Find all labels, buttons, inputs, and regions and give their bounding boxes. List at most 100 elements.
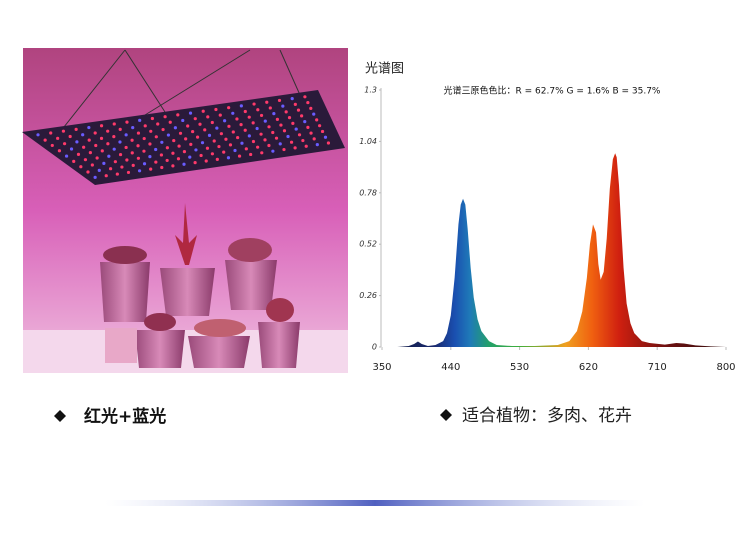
led [300,114,304,118]
led [278,142,282,146]
led [100,149,104,153]
led [304,144,308,148]
led [239,104,243,108]
led [81,133,85,137]
led [228,143,233,147]
x-tick-label: 530 [510,362,529,373]
led [172,138,176,143]
led [173,126,177,130]
led [83,158,88,162]
led [224,137,228,141]
chart-title: 光谱图 [365,62,404,77]
led [163,115,167,119]
led [282,129,287,133]
led [82,145,86,149]
led [293,102,297,106]
led [244,147,248,151]
led [207,133,212,138]
led [284,110,288,114]
led [271,130,275,135]
caption: 红光+蓝光 [84,406,166,427]
led [277,98,282,103]
led [43,138,47,142]
led [194,148,198,152]
led [138,118,142,122]
led [137,169,142,173]
led [168,120,172,124]
led [150,116,154,121]
led [176,157,181,161]
x-tick-label: 620 [579,362,598,373]
plant [103,246,147,264]
pot [100,262,150,322]
led [142,136,146,141]
led [49,131,53,135]
x-tick-label: 710 [648,362,667,373]
led [289,140,294,144]
y-tick-label: 1.04 [359,137,377,146]
led [252,102,256,106]
led [64,154,69,158]
led [259,113,264,118]
led [247,115,251,119]
led [271,149,275,153]
led [99,136,104,140]
led [154,135,158,139]
led [79,165,83,169]
divider-glow [105,500,645,506]
led [160,165,164,170]
led [106,142,110,146]
led [215,157,219,161]
led [148,155,152,159]
led [199,153,203,158]
x-tick-label: 440 [441,362,460,373]
led [255,126,259,131]
led [118,127,122,131]
led [109,167,113,171]
led [188,111,193,115]
led [240,141,244,145]
led [166,133,171,137]
led [268,106,272,110]
led [171,164,175,168]
led [256,108,260,112]
led [315,118,319,122]
led [131,126,135,130]
led [309,131,313,135]
led [260,151,264,155]
led [247,134,251,138]
led [94,143,98,148]
led [107,154,111,158]
led [210,152,214,156]
led [142,149,146,153]
led [279,123,283,127]
led [95,156,99,160]
led [301,138,305,143]
led [233,148,237,153]
led [251,121,255,125]
led [286,134,290,139]
led [251,139,256,144]
led [61,129,66,133]
led [69,147,74,151]
led [189,142,193,146]
led [124,133,128,137]
led [303,120,307,124]
led [56,136,60,140]
led [281,104,285,108]
led [296,108,301,112]
led [176,113,180,117]
led [231,111,235,115]
led [72,159,76,163]
led [130,138,134,142]
bullet [440,409,452,421]
table [23,330,348,373]
led [165,146,169,150]
led [227,124,231,128]
x-tick-label: 350 [372,362,391,373]
chart-annotation: 光谱三原色色比：R = 62.7% G = 1.6% B = 35.7% [444,85,661,97]
led [112,122,116,126]
led [130,151,134,155]
plant [175,203,197,265]
